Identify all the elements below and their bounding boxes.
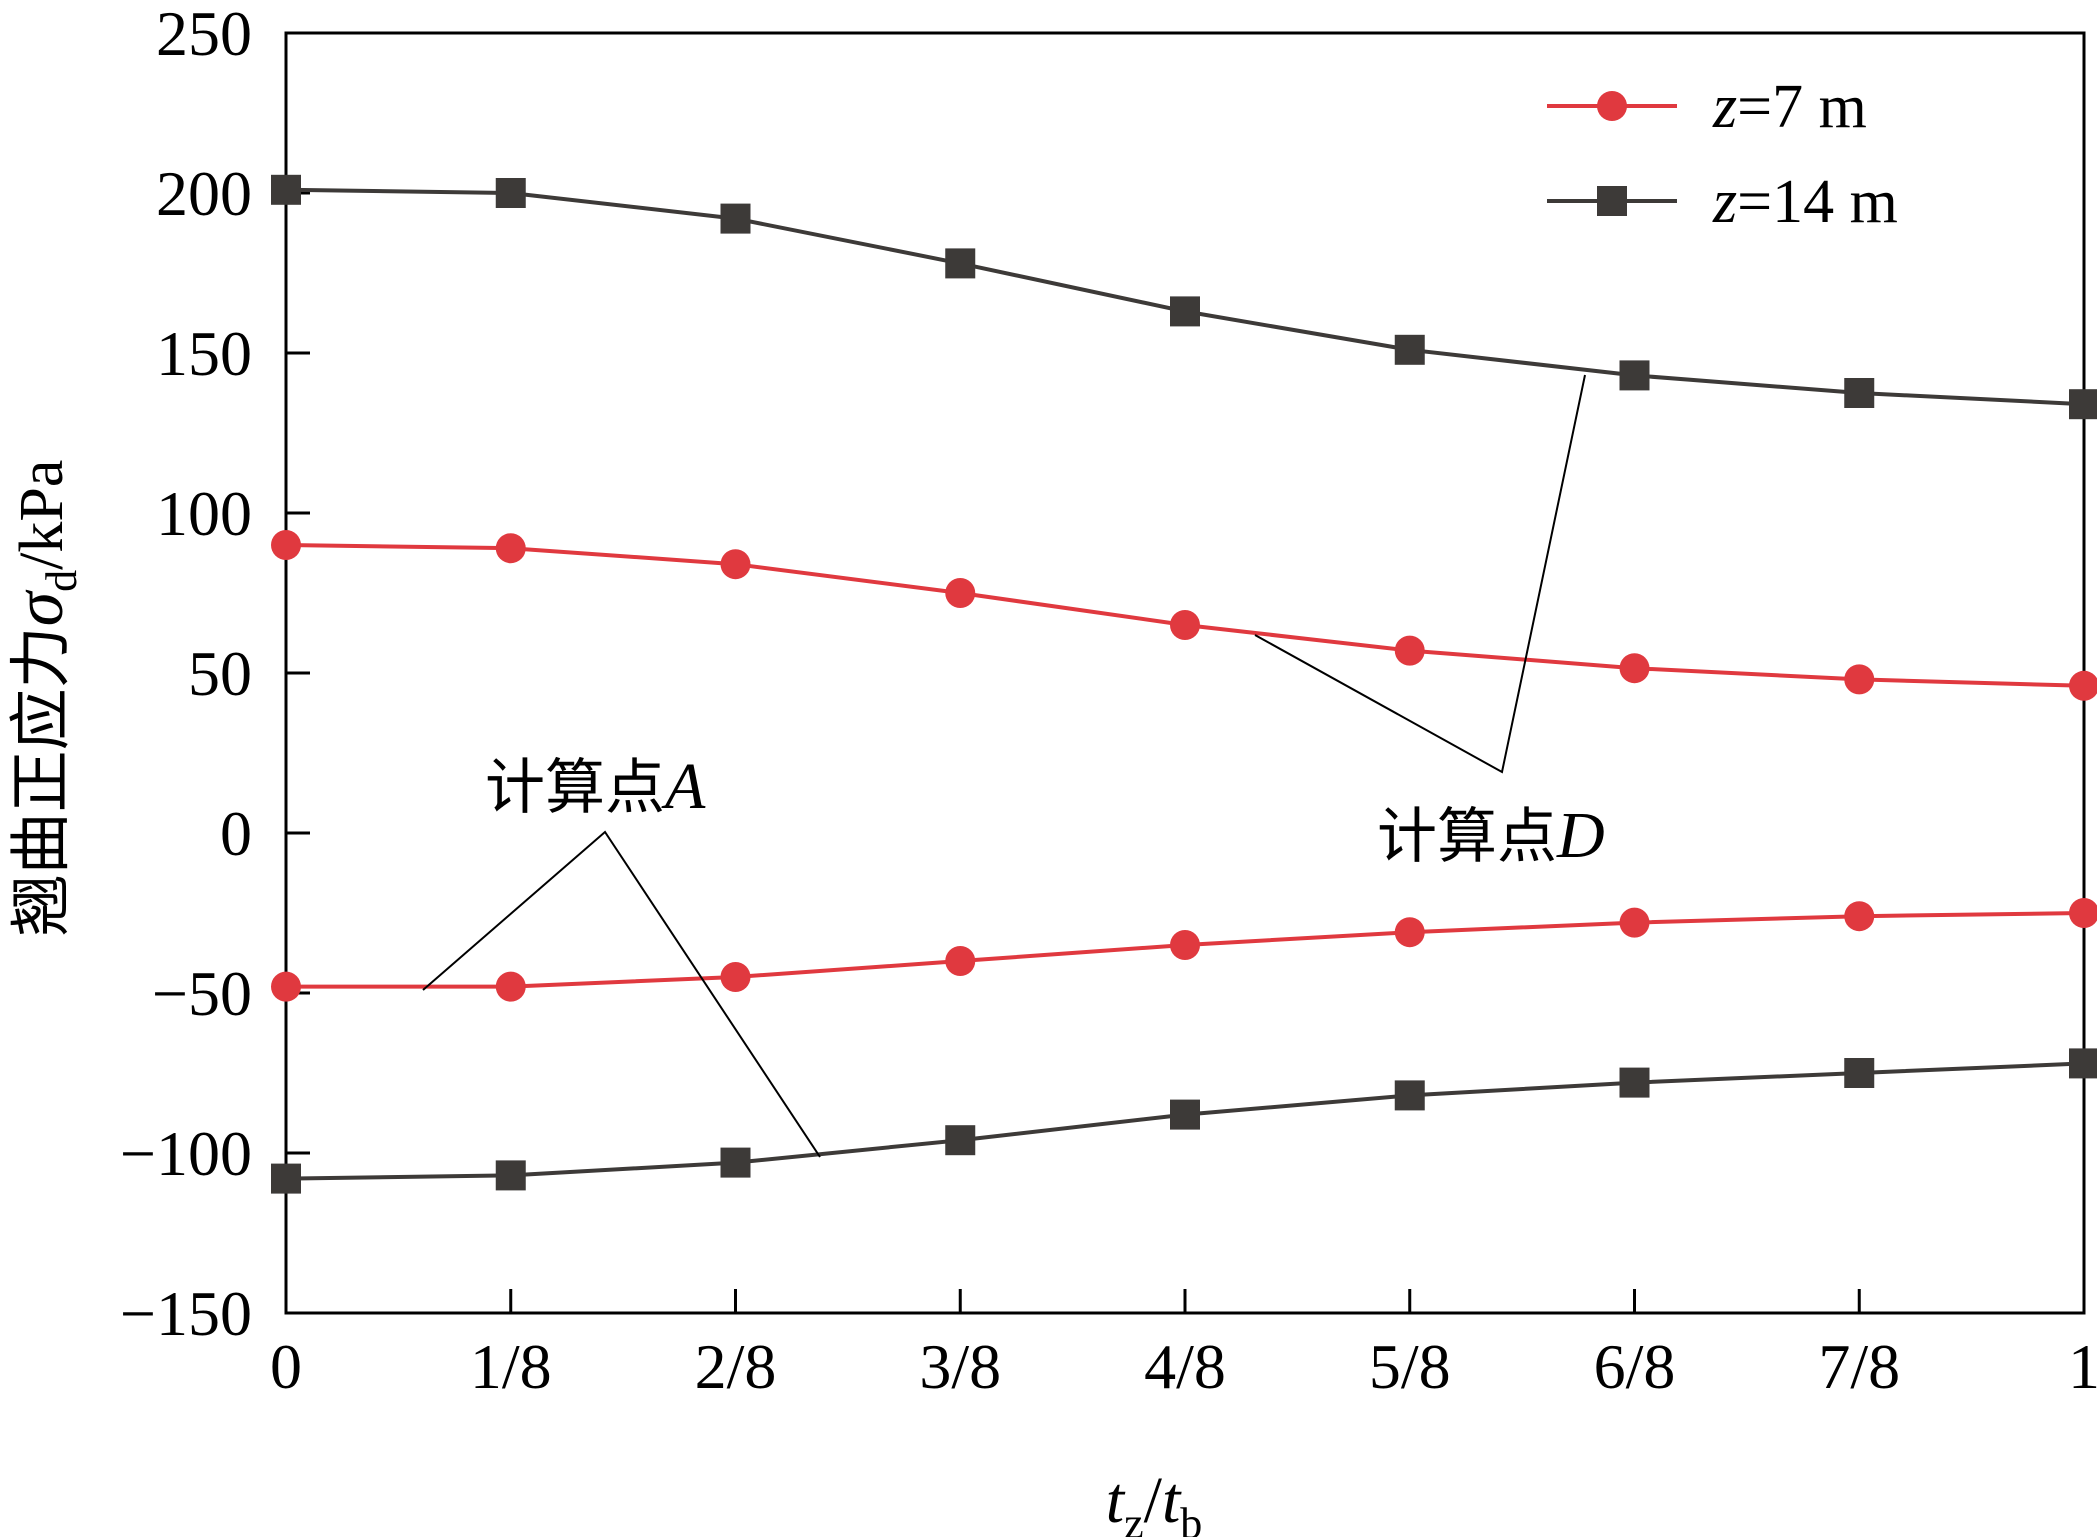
x-tick-label: 1: [2068, 1331, 2097, 1402]
series-4: [271, 1048, 2097, 1194]
data-point: [945, 1125, 976, 1156]
data-point: [495, 1160, 526, 1191]
data-point: [495, 971, 526, 1002]
data-point: [720, 962, 751, 992]
data-point: [271, 530, 301, 560]
data-point: [1619, 653, 1650, 684]
data-point: [945, 578, 976, 608]
annotation-d-label: 计算点D: [1377, 799, 1605, 872]
data-point: [720, 549, 751, 580]
axis-titles: tz/tb 翘曲正应力σd/kPa: [1, 460, 1202, 1537]
data-point: [720, 1147, 751, 1178]
legend-item: z=7 m: [1547, 73, 1867, 141]
y-tick-label: −50: [152, 958, 252, 1029]
y-tick-label: 100: [156, 478, 252, 549]
data-point: [2069, 1048, 2097, 1079]
data-point: [1844, 1058, 1875, 1088]
data-point: [1170, 1099, 1200, 1130]
y-tick-label: −100: [120, 1118, 252, 1189]
y-tick-label: 200: [156, 158, 252, 229]
series-2: [271, 174, 2097, 420]
y-tick-label: 150: [156, 318, 252, 389]
legend-label: z=7 m: [1712, 73, 1867, 141]
legend-marker: [1597, 91, 1627, 121]
data-point: [1394, 1080, 1425, 1111]
data-point: [1619, 907, 1650, 938]
annotations: 计算点A 计算点D: [422, 374, 1605, 1158]
series-3: [271, 898, 2097, 1002]
y-tick-label: 50: [188, 638, 252, 709]
data-point: [1394, 635, 1425, 666]
legend-marker: [1597, 186, 1627, 216]
x-tick-label: 4/8: [1144, 1331, 1226, 1402]
legend: z=7 m z=14 m: [1547, 73, 1898, 236]
y-tick-label: 0: [220, 798, 252, 869]
data-point: [1170, 610, 1200, 640]
data-point: [495, 178, 526, 208]
data-point: [1844, 901, 1875, 932]
legend-item: z=14 m: [1547, 168, 1898, 236]
y-tick-label: −150: [120, 1278, 252, 1349]
x-axis-title: tz/tb: [1106, 1464, 1203, 1537]
data-point: [2069, 389, 2097, 420]
annotation-d-leader: [1254, 374, 1586, 774]
data-point: [1394, 334, 1425, 365]
data-point: [1844, 378, 1875, 408]
x-tick-label: 1/8: [470, 1331, 552, 1402]
data-point: [271, 174, 301, 205]
data-point: [945, 248, 976, 279]
y-axis-title: 翘曲正应力σd/kPa: [1, 460, 86, 937]
x-tick-label: 7/8: [1818, 1331, 1900, 1402]
data-point: [1619, 1067, 1650, 1098]
x-tick-label: 2/8: [695, 1331, 777, 1402]
series-layer: [271, 174, 2097, 1194]
data-point: [1619, 360, 1650, 391]
data-point: [720, 203, 751, 234]
legend-label: z=14 m: [1712, 168, 1898, 236]
annotation-a-leader: [422, 830, 821, 1158]
series-1: [271, 530, 2097, 701]
data-point: [945, 946, 976, 976]
x-tick-label: 3/8: [919, 1331, 1001, 1402]
data-point: [1170, 296, 1200, 327]
data-point: [1844, 664, 1875, 695]
data-point: [271, 1163, 301, 1194]
x-tick-label: 6/8: [1594, 1331, 1676, 1402]
data-point: [1394, 917, 1425, 948]
data-point: [495, 533, 526, 564]
axes: −150 −100 −50 0 50 100 150 200 250 0 1/8 2/8 3/8 4/8 5…: [120, 0, 2097, 1402]
x-tick-label: 0: [270, 1331, 302, 1402]
annotation-a-label: 计算点A: [485, 750, 706, 823]
x-tick-label: 5/8: [1369, 1331, 1451, 1402]
data-point: [271, 971, 301, 1002]
y-tick-label: 250: [156, 0, 252, 69]
data-point: [1170, 930, 1200, 960]
data-point: [2069, 670, 2097, 701]
data-point: [2069, 898, 2097, 928]
